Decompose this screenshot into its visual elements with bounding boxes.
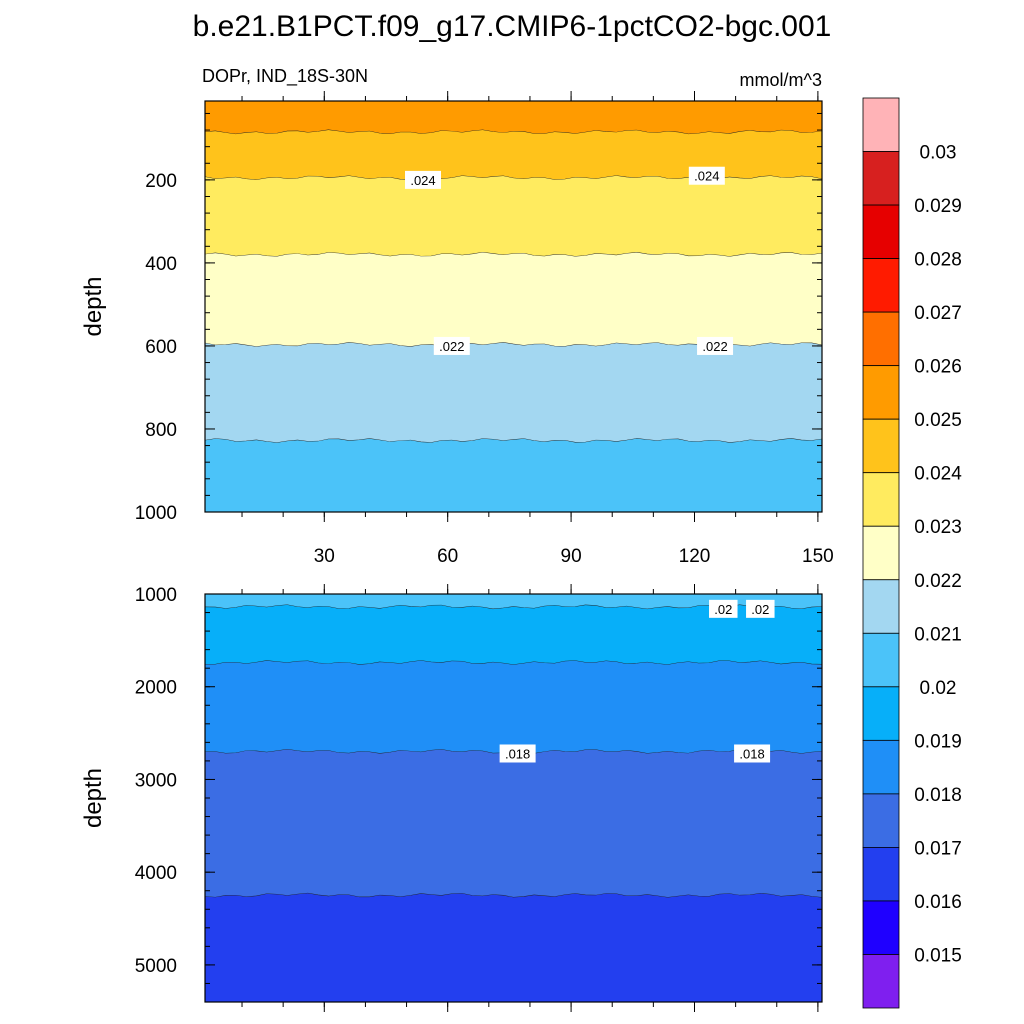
y-tick-label: 4000 xyxy=(135,863,177,884)
colorbar-label: 0.03 xyxy=(920,143,957,164)
contour-label-box xyxy=(697,336,734,355)
y-tick-label: 1000 xyxy=(135,503,177,524)
lower-panel: 1000 2000 3000 4000 5000 depth .02 .02 .018 .018 xyxy=(80,584,823,1012)
x-tick-label: 30 xyxy=(314,546,335,567)
y-tick-label: 2000 xyxy=(135,678,177,699)
colorbar: 0.015 0.016 0.017 0.018 0.019 0.02 0.021 0.022 0… xyxy=(862,97,962,1009)
contour-band xyxy=(205,604,822,665)
colorbar-swatch xyxy=(862,151,900,206)
colorbar-swatch xyxy=(862,686,900,741)
contour-label-box xyxy=(746,599,775,618)
colorbar-label: 0.019 xyxy=(914,731,962,752)
colorbar-label: 0.016 xyxy=(914,892,962,913)
contour-band xyxy=(205,893,822,1002)
contour-label: .018 xyxy=(505,746,530,761)
colorbar-swatch xyxy=(862,793,900,848)
colorbar-swatch xyxy=(862,900,900,955)
colorbar-swatch xyxy=(862,97,900,152)
colorbar-swatch xyxy=(862,258,900,313)
y-tick-label: 200 xyxy=(145,171,177,192)
x-tick-label: 60 xyxy=(437,546,458,567)
contour-label-box xyxy=(734,744,771,763)
contour-label: .02 xyxy=(714,602,732,617)
left-subtitle: DOPr, IND_18S-30N xyxy=(202,66,368,87)
colorbar-label: 0.015 xyxy=(914,945,962,966)
contour-band xyxy=(205,175,822,257)
y-axis-label: depth xyxy=(80,768,107,828)
colorbar-label: 0.028 xyxy=(914,250,962,271)
colorbar-swatch xyxy=(862,847,900,902)
colorbar-swatch xyxy=(862,418,900,474)
contour-band xyxy=(205,101,822,135)
contour-band xyxy=(205,660,822,754)
contour-label: .018 xyxy=(739,746,764,761)
colorbar-swatch xyxy=(862,204,900,259)
contour-band xyxy=(205,749,822,898)
colorbar-label: 0.023 xyxy=(914,517,962,538)
y-tick-label: 1000 xyxy=(135,585,177,606)
colorbar-swatch xyxy=(862,311,900,367)
colorbar-label: 0.025 xyxy=(914,410,962,431)
x-tick-label: 90 xyxy=(561,546,582,567)
colorbar-swatch xyxy=(862,954,900,1009)
colorbar-label: 0.024 xyxy=(914,464,962,485)
contour-band xyxy=(205,130,822,180)
colorbar-label: 0.022 xyxy=(914,571,962,592)
contour-label-box xyxy=(499,744,536,763)
contour-label-box xyxy=(709,599,738,618)
colorbar-label: 0.02 xyxy=(920,678,957,699)
contour-label: .024 xyxy=(410,173,435,188)
contour-label: .022 xyxy=(702,339,727,354)
contour-label-box xyxy=(433,336,470,355)
colorbar-swatch xyxy=(862,472,900,527)
y-tick-label: 3000 xyxy=(135,770,177,791)
units-label: mmol/m^3 xyxy=(740,70,822,90)
contour-label-box xyxy=(688,166,725,185)
contour-label-box xyxy=(405,170,442,189)
contour-band xyxy=(205,342,822,443)
contour-band xyxy=(205,594,822,610)
x-tick-label: 150 xyxy=(802,546,834,567)
contour-band xyxy=(205,438,822,512)
colorbar-label: 0.029 xyxy=(914,196,962,217)
colorbar-swatch xyxy=(862,525,900,581)
colorbar-label: 0.026 xyxy=(914,357,962,378)
y-tick-label: 400 xyxy=(145,254,177,275)
upper-panel: 200 400 600 800 1000 30 60 90 120 150 depth .024 .02… xyxy=(80,91,834,567)
colorbar-label: 0.018 xyxy=(914,785,962,806)
x-tick-label: 120 xyxy=(679,546,711,567)
y-tick-label: 5000 xyxy=(135,956,177,977)
colorbar-swatch xyxy=(862,365,900,420)
plot-frame xyxy=(204,100,823,513)
contour-label: .024 xyxy=(694,169,719,184)
y-tick-label: 800 xyxy=(145,420,177,441)
contour-label: .022 xyxy=(439,339,464,354)
y-axis-label: depth xyxy=(80,276,107,336)
colorbar-swatch xyxy=(862,579,900,634)
y-tick-label: 600 xyxy=(145,337,177,358)
colorbar-label: 0.021 xyxy=(914,624,962,645)
colorbar-swatch xyxy=(862,632,900,688)
contour-band xyxy=(205,252,822,347)
colorbar-label: 0.027 xyxy=(914,303,962,324)
colorbar-label: 0.017 xyxy=(914,838,962,859)
colorbar-swatch xyxy=(862,739,900,795)
contour-label: .02 xyxy=(751,602,769,617)
chart-title: b.e21.B1PCT.f09_g17.CMIP6-1pctCO2-bgc.00… xyxy=(193,10,832,43)
